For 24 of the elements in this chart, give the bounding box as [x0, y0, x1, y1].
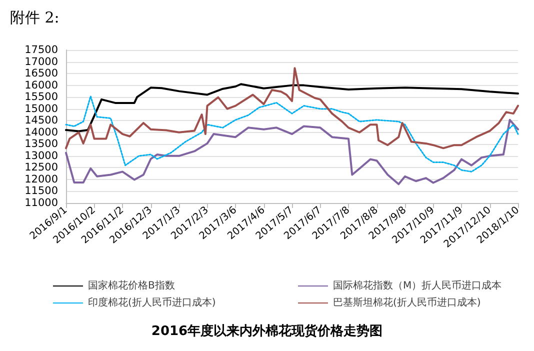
legend-label: 巴基斯坦棉花(折人民币进口成本): [333, 296, 481, 308]
y-tick-label: 13000: [24, 150, 58, 162]
y-tick-label: 12000: [24, 173, 58, 186]
text: 附件 2:: [10, 8, 60, 26]
y-tick-label: 15000: [24, 102, 58, 115]
y-tick-label: 11000: [24, 197, 58, 209]
line-series: [65, 83, 519, 132]
y-tick-label: 14500: [24, 114, 58, 127]
y-tick-label: 17500: [24, 44, 58, 56]
y-tick-label: 11500: [24, 185, 58, 198]
y-tick-label: 13500: [24, 138, 58, 150]
y-tick-label: 15500: [24, 91, 58, 104]
y-tick-label: 14000: [24, 126, 58, 138]
line-series: [65, 96, 519, 172]
y-tick-label: 17000: [24, 56, 58, 68]
legend-label: 印度棉花(折人民币进口成本): [88, 296, 216, 308]
line-series: [65, 67, 519, 150]
y-tick-label: 16500: [24, 68, 58, 80]
legend-label: 国际棉花指数（M）折人民币进口成本: [333, 280, 502, 292]
y-tick-label: 12500: [24, 162, 58, 174]
y-tick-label: 16000: [24, 79, 58, 92]
legend-label: 国家棉花价格B指数: [88, 280, 175, 292]
line-series: [65, 118, 519, 186]
text: 2016年度以来内外棉花现货价格走势图: [151, 323, 383, 339]
